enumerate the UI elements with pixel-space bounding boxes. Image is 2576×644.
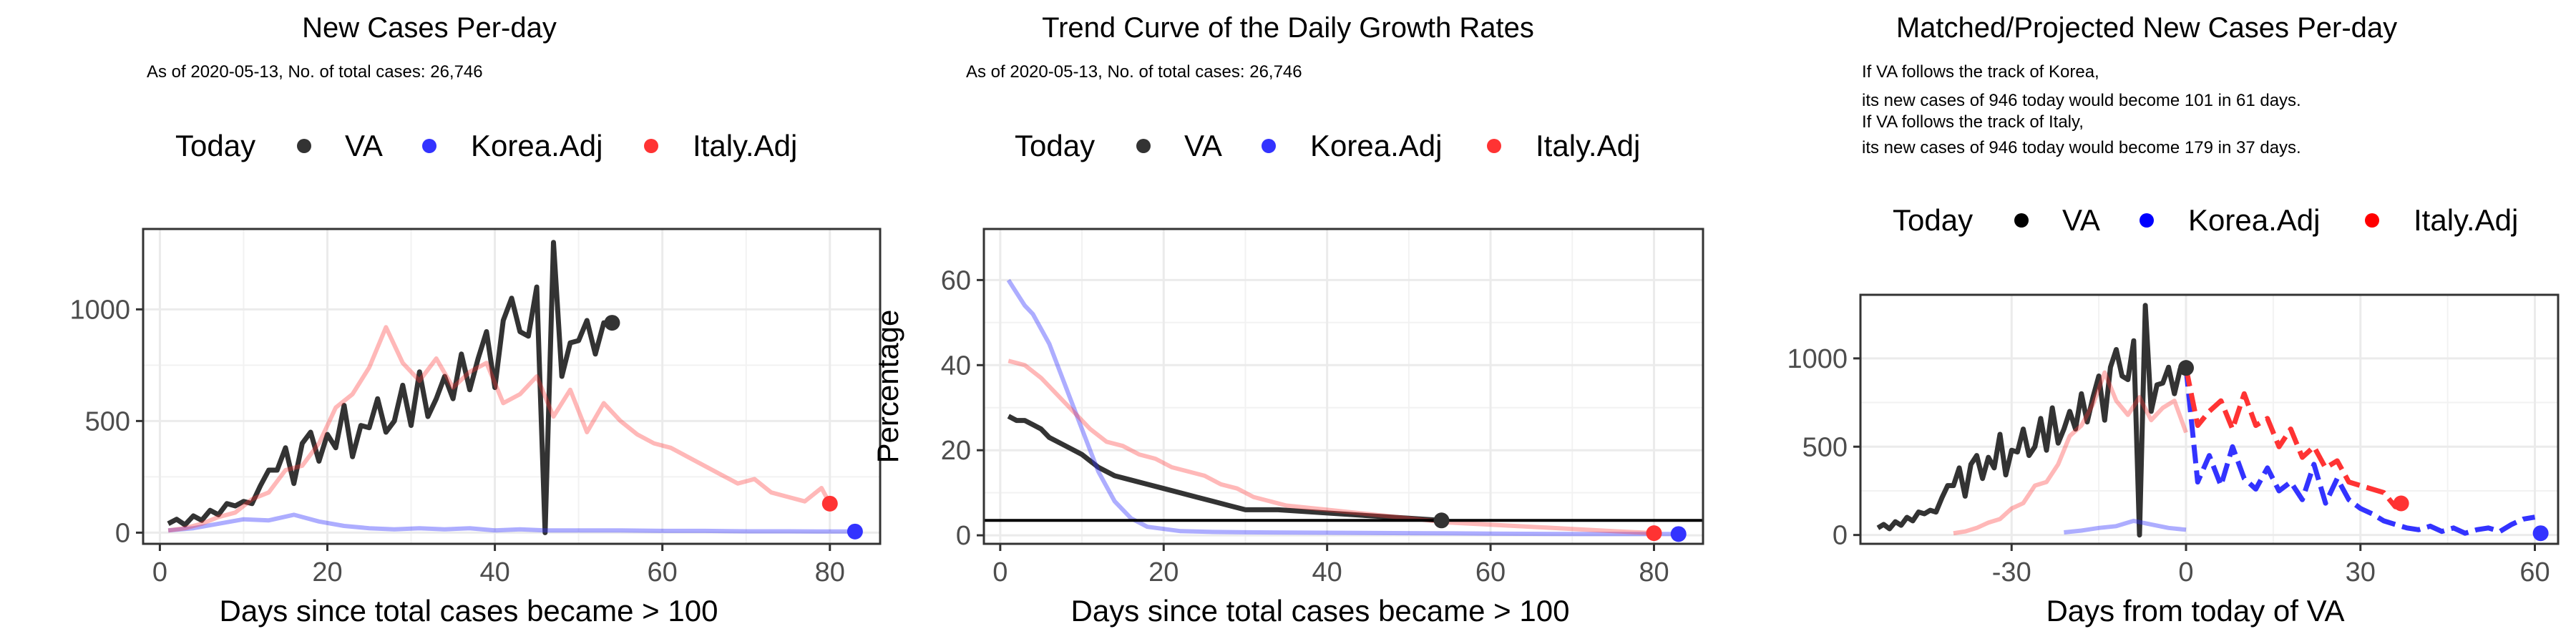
projection-line-korea-adj <box>2183 367 2536 536</box>
legend-va-label: VA <box>2062 203 2100 237</box>
chart-subtitle-line-3: If VA follows the track of Italy, <box>1862 112 2084 132</box>
panel-projected: Matched/Projected New Cases Per-day If V… <box>1787 12 2560 628</box>
x-tick-label: 60 <box>648 557 678 587</box>
plot-area-new-cases: 0 20 40 60 80 0 500 1000 <box>69 228 882 587</box>
plot-background <box>143 229 880 544</box>
legend-title: Today <box>1893 203 1973 237</box>
legend-korea-label: Korea.Adj <box>471 129 602 162</box>
today-point-va <box>604 315 620 331</box>
legend-korea-label: Korea.Adj <box>2188 203 2320 237</box>
legend-italy-label: Italy.Adj <box>2414 203 2518 237</box>
legend-italy-dot <box>1487 139 1501 153</box>
today-point-va <box>2178 360 2194 376</box>
x-tick-label: 60 <box>1475 557 1506 587</box>
series-line-va <box>1007 414 1442 523</box>
y-tick-label: 20 <box>941 436 971 466</box>
y-tick-label: 500 <box>1802 432 1848 462</box>
x-tick-label: 40 <box>1312 557 1342 587</box>
plot-frame <box>1859 293 2560 545</box>
y-tick-label: 1000 <box>1787 344 1848 374</box>
today-point-italy-adj <box>1646 525 1662 542</box>
series-line-korea-adj <box>1006 278 1679 537</box>
legend-va-label: VA <box>1184 129 1222 162</box>
x-tick-label: 60 <box>2519 557 2550 587</box>
today-point-korea-adj <box>1670 526 1687 542</box>
x-tick-label: 80 <box>815 557 845 587</box>
legend-va-dot <box>297 139 311 153</box>
chart-title: Trend Curve of the Daily Growth Rates <box>1042 12 1534 44</box>
series-line-korea-adj <box>167 512 855 534</box>
chart-title: New Cases Per-day <box>302 12 557 44</box>
y-tick-label: 40 <box>941 351 971 381</box>
plot-background <box>1860 295 2558 544</box>
series-line-italy-adj <box>1008 358 1654 536</box>
x-tick-label: 0 <box>2178 557 2193 587</box>
chart-subtitle: As of 2020-05-13, No. of total cases: 26… <box>147 62 483 82</box>
legend-korea-label: Korea.Adj <box>1310 129 1442 162</box>
legend-korea-dot <box>1262 139 1276 153</box>
series-line-italy-adj <box>167 325 832 533</box>
today-point-korea-adj <box>2532 525 2549 542</box>
panel-growth-rates: Trend Curve of the Daily Growth Rates As… <box>871 12 1704 628</box>
chart-subtitle-line-1: If VA follows the track of Korea, <box>1862 62 2099 82</box>
projection-line-italy-adj <box>2183 367 2403 509</box>
legend-va-label: VA <box>345 129 383 162</box>
legend-va-dot <box>2014 213 2029 228</box>
today-point-va <box>1433 512 1450 529</box>
chart-title: Matched/Projected New Cases Per-day <box>1896 12 2397 44</box>
chart-subtitle-line-4: its new cases of 946 today would become … <box>1862 138 2301 157</box>
x-tick-label: 30 <box>2346 557 2376 587</box>
legend-va-dot <box>1136 139 1151 153</box>
today-point-italy-adj <box>2393 495 2409 512</box>
series-line-va <box>1876 303 2186 538</box>
legend-title: Today <box>175 129 255 162</box>
legend-italy-label: Italy.Adj <box>693 129 797 162</box>
x-axis-label: Days since total cases became > 100 <box>220 594 718 628</box>
plot-background <box>984 229 1703 544</box>
plot-frame <box>142 228 882 545</box>
x-tick-label: 0 <box>152 557 167 587</box>
series-line-italy-adj <box>1953 370 2188 536</box>
y-tick-label: 0 <box>115 518 130 548</box>
x-axis-label: Days since total cases became > 100 <box>1071 594 1570 628</box>
legend-korea-dot <box>2140 213 2154 228</box>
today-point-korea-adj <box>847 523 863 540</box>
x-tick-label: 80 <box>1639 557 1669 587</box>
x-axis-label: Days from today of VA <box>2046 594 2344 628</box>
plot-frame <box>982 228 1704 545</box>
y-tick-label: 0 <box>1833 521 1848 551</box>
panel-new-cases: New Cases Per-day As of 2020-05-13, No. … <box>69 12 882 628</box>
x-tick-label: -30 <box>1992 557 2031 587</box>
x-tick-label: 40 <box>479 557 509 587</box>
y-tick-label: 500 <box>85 406 130 436</box>
plot-area-growth-rates: 0 20 40 60 80 0 20 40 60 <box>941 228 1704 587</box>
chart-subtitle: As of 2020-05-13, No. of total cases: 26… <box>966 62 1302 82</box>
legend-title: Today <box>1015 129 1095 162</box>
y-tick-label: 0 <box>956 521 971 551</box>
legend-italy-dot <box>2365 213 2379 228</box>
x-tick-label: 0 <box>992 557 1008 587</box>
chart-subtitle-line-2: its new cases of 946 today would become … <box>1862 91 2301 110</box>
series-line-va <box>167 240 613 535</box>
x-tick-label: 20 <box>312 557 342 587</box>
y-axis-label: Percentage <box>871 310 904 464</box>
y-tick-label: 1000 <box>69 295 130 325</box>
legend-italy-dot <box>644 139 658 153</box>
legend-italy-label: Italy.Adj <box>1536 129 1640 162</box>
y-tick-label: 60 <box>941 265 971 296</box>
x-tick-label: 20 <box>1148 557 1179 587</box>
legend-korea-dot <box>422 139 436 153</box>
series-line-korea-adj <box>2064 518 2187 535</box>
today-point-italy-adj <box>821 495 838 512</box>
plot-area-projected: -30 0 30 60 0 500 1000 <box>1787 293 2560 587</box>
